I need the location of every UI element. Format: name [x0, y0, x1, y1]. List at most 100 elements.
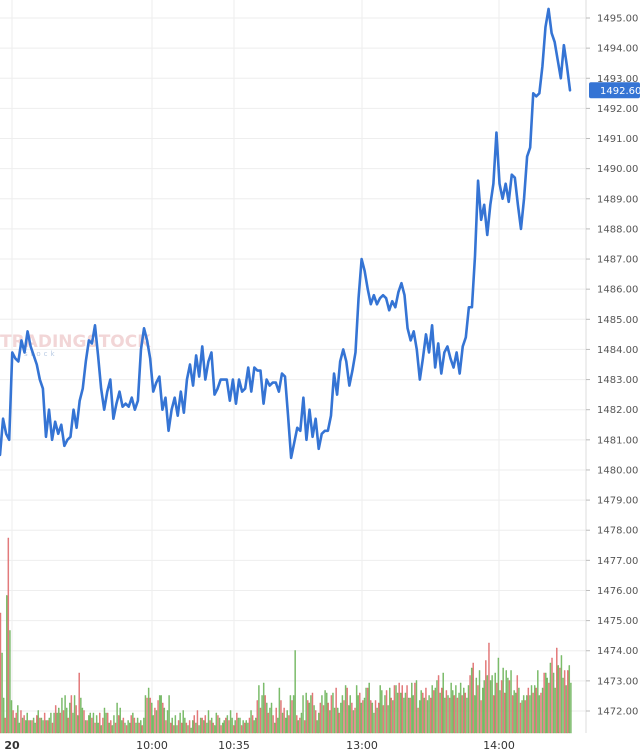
volume-bar: [516, 675, 519, 734]
y-tick-label: 1483.00: [597, 375, 638, 386]
volume-bar: [210, 717, 213, 734]
x-tick-label: 13:00: [346, 739, 378, 752]
volume-bar: [203, 720, 205, 734]
volume-bar: [132, 712, 134, 734]
volume-bar: [499, 690, 501, 734]
volume-bar: [201, 717, 203, 734]
volume-bar: [217, 715, 219, 734]
volume-bar: [138, 722, 140, 734]
volume-bar: [127, 720, 129, 734]
x-tick-label: 10:35: [218, 739, 250, 752]
volume-bar: [321, 695, 323, 734]
volume-bar: [94, 722, 96, 734]
volume-bar: [281, 712, 284, 734]
y-tick-label: 1492.00: [597, 104, 638, 115]
volume-bar: [486, 675, 489, 734]
volume-bar: [149, 697, 151, 734]
volume-bar: [497, 657, 500, 734]
volume-bar: [565, 685, 567, 734]
volume-bar: [374, 700, 377, 734]
volume-bar: [184, 717, 186, 734]
volume-bar: [117, 715, 120, 734]
volume-bar: [240, 725, 243, 734]
volume-bar: [493, 695, 495, 734]
watermark-sub: stock: [24, 350, 58, 358]
y-tick-label: 1475.00: [597, 616, 638, 627]
volume-bar: [84, 720, 87, 734]
volume-bar: [288, 715, 290, 734]
volume-bar: [4, 717, 6, 734]
volume-bar: [6, 595, 8, 734]
volume-bar: [129, 722, 131, 734]
volume-bar: [226, 715, 229, 734]
volume-bar: [75, 705, 77, 734]
volume-bar: [136, 717, 139, 734]
volume-bar: [99, 712, 101, 734]
volume-bar: [360, 702, 363, 734]
volume-bar: [415, 680, 418, 734]
volume-bar: [377, 702, 380, 734]
volume-bar: [302, 695, 304, 734]
volume-bar: [371, 702, 374, 734]
volume-bar: [411, 682, 413, 734]
y-tick-label: 1472.00: [597, 707, 638, 718]
volume-bar: [53, 712, 55, 734]
volume-bar: [92, 712, 95, 734]
volume-bar: [59, 712, 62, 734]
y-tick-label: 1489.00: [597, 194, 638, 205]
volume-bar: [37, 710, 39, 734]
volume-bar: [349, 695, 352, 734]
volume-bar: [522, 695, 525, 734]
volume-bar: [248, 717, 251, 734]
volume-bar: [515, 692, 517, 734]
volume-bar: [169, 722, 172, 734]
volume-bar: [105, 712, 107, 734]
volume-bar: [333, 707, 336, 734]
volume-bar: [513, 690, 515, 734]
volume-bar: [442, 672, 444, 734]
volume-bar: [363, 697, 366, 734]
volume-bar: [384, 695, 386, 734]
volume-bar: [329, 710, 331, 734]
volume-bar: [56, 712, 58, 734]
y-tick-label: 1494.00: [597, 44, 638, 55]
volume-bar: [250, 710, 252, 734]
volume-bar: [533, 685, 536, 734]
volume-bar: [21, 717, 24, 734]
volume-bar: [13, 717, 16, 734]
y-tick-label: 1485.00: [597, 315, 638, 326]
volume-bar: [286, 710, 288, 734]
volume-bar: [387, 705, 389, 734]
volume-bar: [563, 670, 566, 734]
volume-bar: [325, 692, 328, 734]
volume-bar: [285, 717, 287, 734]
volume-bar: [20, 710, 22, 734]
x-axis: 20 10:00 10:35 13:00 14:00: [4, 739, 515, 752]
volume-bar: [267, 712, 270, 734]
volume-bar: [47, 720, 49, 734]
volume-bar: [239, 717, 241, 734]
volume-bar: [444, 697, 446, 734]
volume-bar: [318, 712, 320, 734]
volume-bar: [299, 717, 301, 734]
volume-bar: [204, 715, 207, 734]
volume-bar: [496, 682, 498, 734]
volume-bar: [403, 697, 405, 734]
volume-bar: [67, 717, 69, 734]
volume-bar: [171, 717, 173, 734]
volume-bar: [283, 707, 285, 734]
volume-bar: [195, 722, 197, 734]
volume-bar: [382, 705, 385, 734]
volume-bar: [429, 697, 432, 734]
volume-bar: [141, 725, 144, 734]
volume-bar: [398, 682, 400, 734]
volume-bar: [124, 722, 126, 734]
volume-bar: [291, 700, 293, 734]
watermark-brand: TRADINGSTOCK: [0, 332, 151, 352]
volume-bar: [69, 702, 71, 734]
volume-bar: [199, 717, 202, 734]
volume-bar: [518, 687, 520, 734]
volume-bar: [510, 670, 512, 734]
volume-bar: [220, 725, 222, 734]
